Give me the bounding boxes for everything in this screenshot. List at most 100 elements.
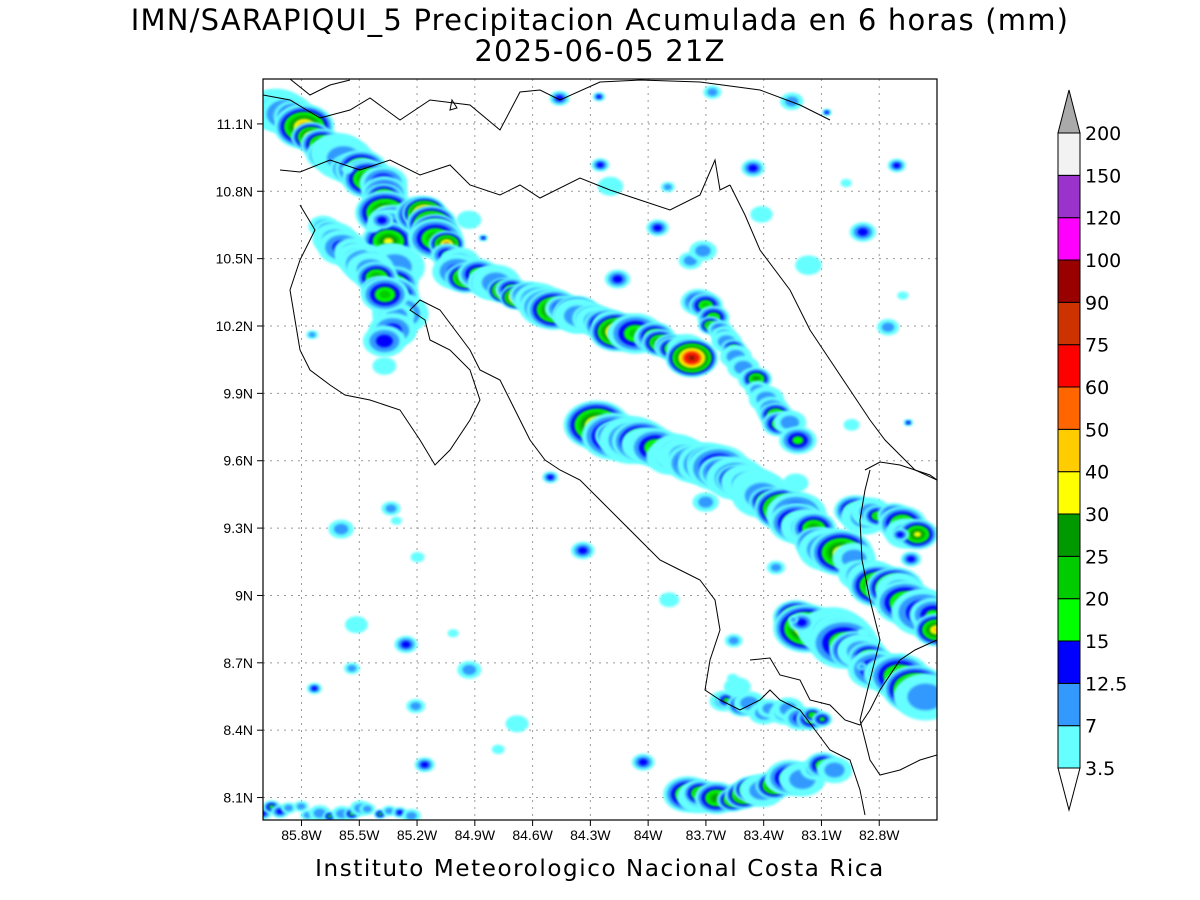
lat-tick-label: 9.6N bbox=[223, 453, 253, 469]
colorbar-label: 75 bbox=[1085, 335, 1109, 357]
precip-cell bbox=[896, 532, 904, 538]
colorbar-label: 150 bbox=[1085, 165, 1121, 187]
colorbar-legend: 3.5 7 12.5 15 20 25 30 40 50 60 75 90 100 120 150 200 bbox=[1057, 89, 1127, 812]
map-title: IMN/SARAPIQUI_5 Precipitacion Acumulada … bbox=[130, 3, 1070, 37]
colorbar-swatch bbox=[1057, 682, 1081, 727]
precip-cell bbox=[491, 744, 505, 755]
lat-tick-label: 10.5N bbox=[216, 251, 253, 267]
precip-cell bbox=[410, 702, 422, 711]
precip-cell bbox=[792, 436, 804, 445]
precip-cell bbox=[906, 421, 911, 425]
precip-cell bbox=[638, 758, 648, 766]
colorbar-label: 7 bbox=[1085, 716, 1097, 738]
colorbar-label: 40 bbox=[1085, 462, 1109, 484]
precip-cell bbox=[401, 641, 411, 648]
precip-cell bbox=[881, 322, 895, 332]
lat-tick-label: 9N bbox=[235, 587, 253, 603]
lon-tick-label: 84.3W bbox=[570, 827, 611, 843]
precip-cell bbox=[790, 617, 797, 622]
precip-cell bbox=[689, 355, 695, 360]
precip-cell bbox=[406, 811, 417, 820]
precip-cell bbox=[913, 531, 922, 537]
lon-tick-label: 82.8W bbox=[859, 827, 900, 843]
lat-tick-label: 10.2N bbox=[216, 318, 253, 334]
precip-cell bbox=[695, 245, 711, 257]
precip-cell bbox=[308, 332, 316, 338]
colorbar-label: 90 bbox=[1085, 292, 1109, 314]
precip-cell bbox=[396, 810, 403, 815]
colorbar-label: 60 bbox=[1085, 377, 1109, 399]
precip-cell bbox=[596, 94, 602, 99]
colorbar-swatch bbox=[1057, 386, 1081, 430]
precip-cell bbox=[311, 686, 318, 691]
precip-cell bbox=[728, 636, 739, 645]
precip-cell bbox=[659, 592, 680, 608]
precip-cell bbox=[327, 814, 332, 818]
lat-tick-label: 9.9N bbox=[223, 385, 253, 401]
coastline-borders bbox=[263, 79, 937, 816]
precip-cell bbox=[932, 627, 937, 633]
lon-tick-label: 83.4W bbox=[743, 827, 784, 843]
precip-cell bbox=[390, 516, 402, 525]
lat-tick-label: 9.3N bbox=[223, 520, 253, 536]
precip-cell bbox=[547, 474, 554, 480]
precip-cell bbox=[840, 178, 852, 188]
colorbar-label: 3.5 bbox=[1085, 758, 1115, 780]
precip-cell bbox=[750, 206, 773, 223]
lon-tick-label: 83.7W bbox=[686, 827, 727, 843]
precip-cell bbox=[770, 563, 782, 572]
precip-cell bbox=[578, 547, 588, 554]
precip-cell bbox=[365, 244, 377, 253]
colorbar-swatch bbox=[1057, 640, 1081, 684]
precip-cell bbox=[795, 255, 822, 276]
map-frame bbox=[262, 78, 938, 821]
precip-cell bbox=[481, 236, 486, 240]
precip-cell bbox=[284, 804, 293, 812]
precip-cell bbox=[858, 664, 865, 669]
precip-cell bbox=[843, 419, 860, 431]
precip-cell bbox=[375, 334, 393, 348]
colorbar-label: 15 bbox=[1085, 631, 1109, 653]
lon-tick-label: 85.2W bbox=[397, 827, 438, 843]
lon-tick-label: 84.9W bbox=[455, 827, 496, 843]
lat-tick-label: 8.1N bbox=[223, 790, 253, 806]
precip-cell bbox=[727, 673, 739, 683]
colorbar-swatch bbox=[1057, 217, 1081, 261]
colorbar-label: 200 bbox=[1085, 123, 1121, 145]
precip-cell bbox=[748, 164, 758, 172]
lat-tick-label: 8.7N bbox=[223, 655, 253, 671]
precip-cell bbox=[819, 717, 826, 722]
lon-tick-label: 84.6W bbox=[512, 827, 553, 843]
precip-cell bbox=[707, 88, 718, 96]
precip-cell bbox=[893, 162, 901, 169]
precip-cell bbox=[596, 162, 604, 168]
lon-tick-label: 83.1W bbox=[801, 827, 842, 843]
precip-cell bbox=[857, 228, 869, 236]
precip-cell bbox=[420, 761, 429, 768]
lat-tick-label: 11.1N bbox=[217, 116, 253, 132]
colorbar-swatch bbox=[1057, 174, 1081, 219]
precip-cell bbox=[362, 805, 372, 813]
precip-cell bbox=[824, 111, 829, 114]
colorbar-label: 20 bbox=[1085, 589, 1109, 611]
precip-cell bbox=[333, 523, 349, 535]
precip-cell bbox=[663, 184, 672, 190]
colorbar-swatch bbox=[1057, 428, 1081, 473]
precip-cell bbox=[782, 473, 809, 493]
lat-tick-label: 10.8N bbox=[216, 183, 253, 199]
colorbar-swatch bbox=[1057, 471, 1081, 515]
precip-cell bbox=[907, 683, 937, 711]
precip-cell bbox=[344, 616, 368, 634]
colorbar-label: 50 bbox=[1085, 419, 1109, 441]
precip-cell bbox=[447, 629, 459, 638]
precip-cell bbox=[723, 677, 751, 698]
precip-cell bbox=[780, 415, 800, 430]
axis-ticks: 85.8W 85.5W 85.2W 84.9W 84.6W 84.3W 84W 83.7W 83… bbox=[216, 116, 901, 843]
colorbar-label: 30 bbox=[1085, 504, 1109, 526]
precip-cell bbox=[313, 808, 326, 818]
precip-cell bbox=[410, 551, 425, 563]
lon-tick-label: 85.5W bbox=[339, 827, 380, 843]
precip-cell bbox=[597, 176, 624, 196]
lat-tick-label: 8.4N bbox=[223, 722, 253, 738]
